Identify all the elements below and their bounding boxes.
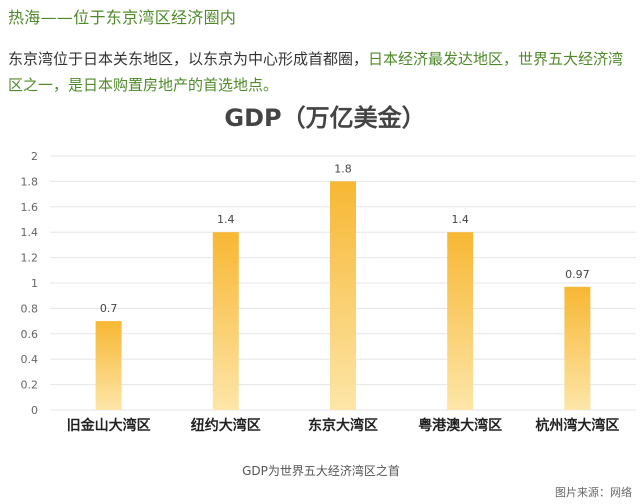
category-label: 杭州湾大湾区: [535, 417, 619, 434]
y-tick-label: 0.2: [21, 379, 39, 392]
data-label: 1.8: [334, 162, 352, 175]
y-tick-label: 1.6: [21, 201, 39, 214]
y-tick-label: 1.2: [21, 252, 39, 265]
chart-title: GDP（万亿美金）: [224, 104, 425, 132]
bar: [447, 232, 474, 410]
y-tick-label: 0.6: [21, 328, 39, 341]
y-tick-label: 2: [31, 150, 38, 163]
bar: [95, 321, 122, 410]
gdp-bar-chart: GDP（万亿美金） 0 0.2 0.4 0.6 0.8 1 1.2 1.4 1.6 1.8 2 0.…: [21, 104, 636, 434]
intro-paragraph: 东京湾位于日本关东地区，以东京为中心形成首都圈，日本经济最发达地区，世界五大经济…: [8, 46, 634, 98]
image-source: 图片来源：网络: [555, 486, 632, 499]
category-label: 东京大湾区: [308, 417, 378, 434]
y-tick-label: 0.4: [21, 353, 39, 366]
y-tick-label: 1: [31, 277, 38, 290]
bar: [212, 232, 239, 410]
intro-highlight-text: 日本经济最发达地区，世界五大经济湾区之一，是日本购置房地产的首选地点。: [8, 50, 624, 94]
y-tick-label: 1.8: [21, 175, 39, 188]
data-label: 1.4: [451, 213, 469, 226]
y-tick-label: 0.8: [21, 302, 39, 315]
y-tick-label: 0: [31, 404, 38, 417]
data-label: 0.97: [565, 268, 590, 281]
category-label: 纽约大湾区: [191, 417, 261, 434]
bar: [330, 181, 356, 410]
bar: [564, 286, 591, 410]
section-heading: 热海——位于东京湾区经济圈内: [8, 8, 237, 27]
category-label: 粤港澳大湾区: [418, 417, 502, 434]
category-label: 旧金山大湾区: [67, 417, 151, 434]
y-tick-label: 1.4: [21, 226, 39, 239]
intro-plain-text: 东京湾位于日本关东地区，以东京为中心形成首都圈，: [8, 50, 369, 68]
data-label: 0.7: [100, 302, 118, 315]
data-label: 1.4: [217, 213, 235, 226]
chart-caption: GDP为世界五大经济湾区之首: [242, 464, 400, 478]
